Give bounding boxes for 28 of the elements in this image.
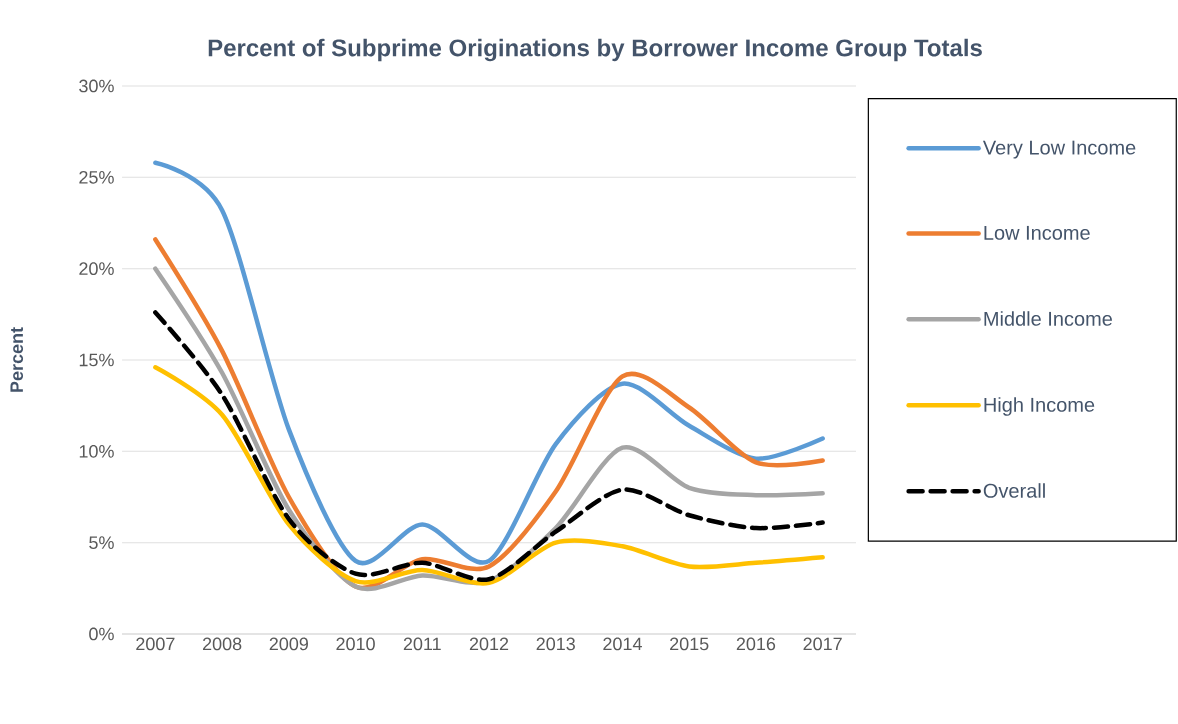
y-tick-label: 10%: [79, 444, 114, 458]
legend-label: Low Income: [984, 225, 1090, 240]
x-tick-label: 2012: [469, 637, 509, 651]
y-tick-label: 0%: [89, 627, 114, 641]
line-series: [153, 310, 825, 582]
y-axis-title: Percent: [10, 327, 24, 392]
chart-title: Percent of Subprime Originations by Borrower Income Group Totals: [208, 38, 982, 62]
x-tick-label: 2017: [803, 637, 842, 651]
y-tick-label: 15%: [79, 353, 114, 367]
line-series: [153, 365, 825, 586]
legend-label: Overall: [983, 483, 1045, 498]
y-tick-label: 25%: [79, 170, 114, 184]
x-tick-label: 2009: [269, 637, 308, 651]
y-tick-label: 30%: [79, 79, 114, 93]
y-tick-label: 5%: [89, 536, 114, 549]
x-tick-label: 2014: [603, 637, 642, 651]
x-tick-label: 2013: [536, 637, 575, 651]
x-tick-label: 2016: [736, 637, 776, 651]
x-tick-label: 2011: [403, 637, 441, 651]
x-tick-label: 2010: [336, 637, 375, 651]
x-tick-label: 2007: [136, 637, 175, 651]
legend-label: Middle Income: [984, 311, 1112, 326]
legend-label: High Income: [984, 397, 1095, 416]
x-tick-label: 2008: [202, 637, 242, 651]
line-series: [153, 160, 825, 565]
y-tick-label: 20%: [79, 262, 114, 276]
legend-label: Very Low Income: [982, 140, 1136, 159]
x-tick-label: 2015: [670, 637, 709, 651]
